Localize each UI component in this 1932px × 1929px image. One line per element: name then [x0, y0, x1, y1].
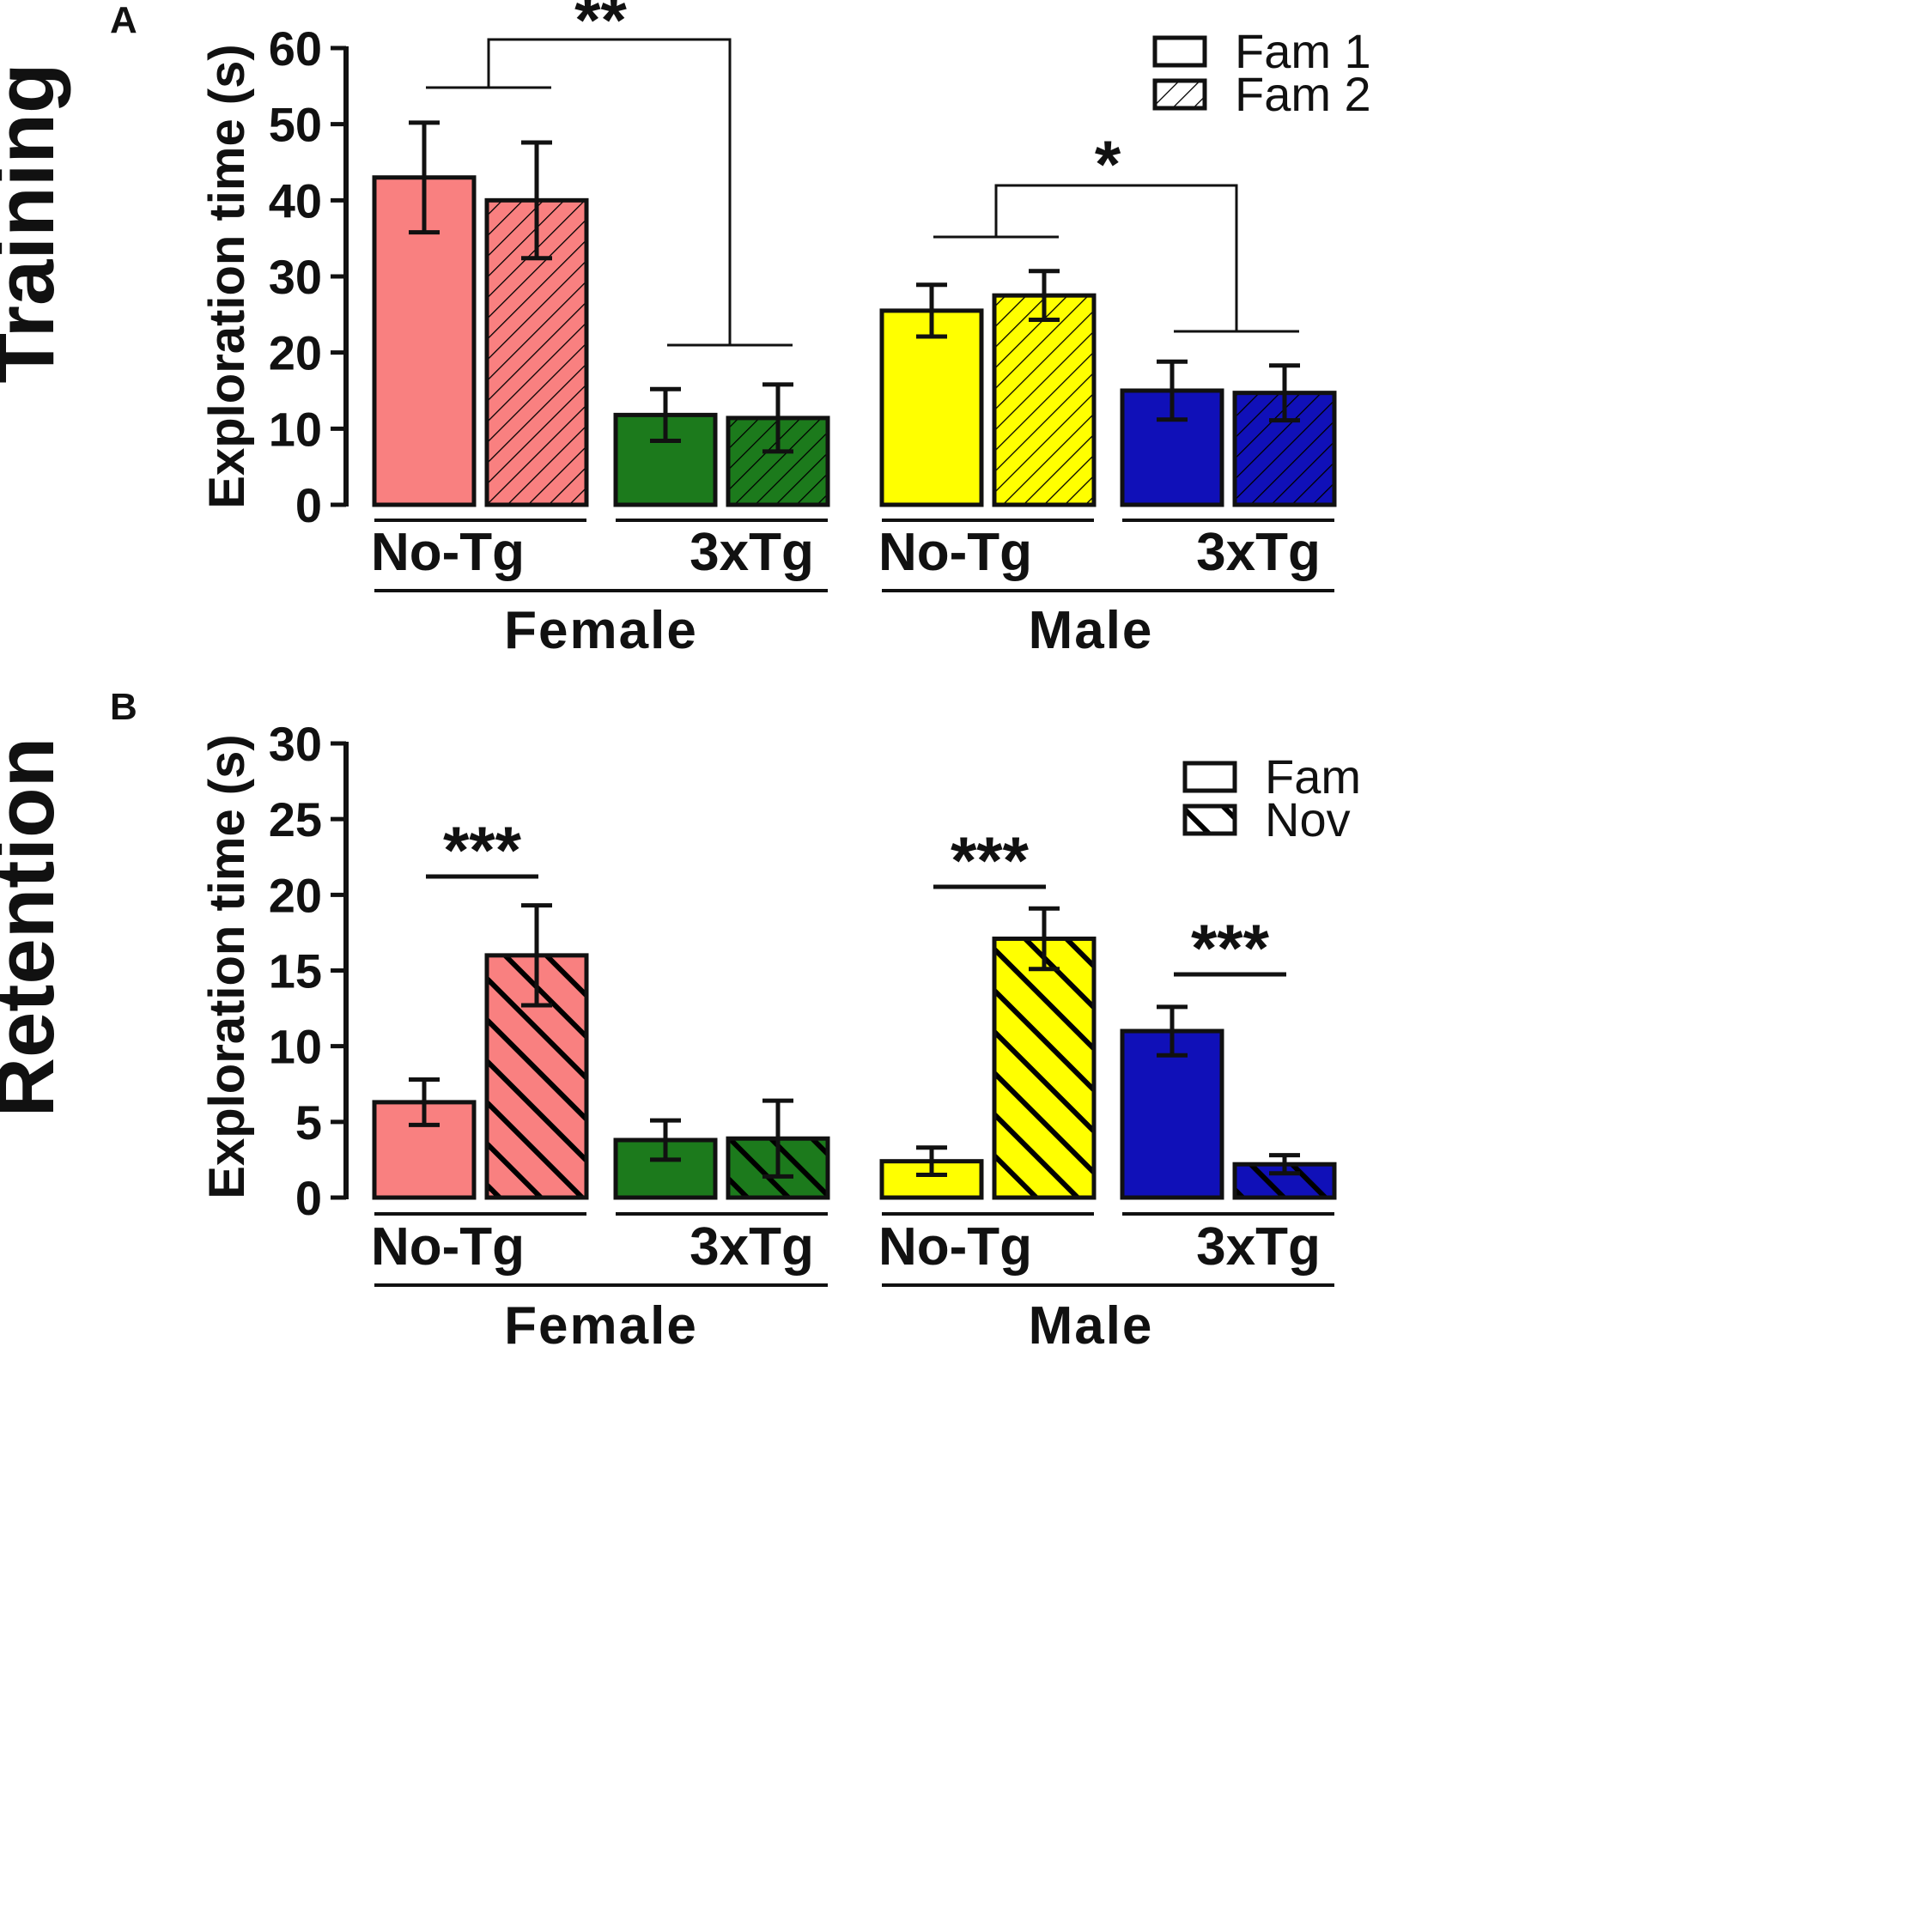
significance-marker: ***	[1191, 910, 1270, 986]
legend-label: Fam 2	[1235, 67, 1371, 121]
y-tick-label: 0	[295, 1171, 322, 1225]
y-axis-label: Exploration time (s)	[199, 44, 255, 508]
panel-letter: A	[110, 0, 137, 41]
y-tick-label: 60	[269, 21, 322, 76]
significance-marker: ***	[443, 812, 522, 888]
genotype-label: No-Tg	[878, 1217, 1032, 1277]
genotype-label: No-Tg	[371, 1217, 525, 1277]
sex-label: Female	[504, 1296, 698, 1356]
y-tick-label: 15	[269, 944, 322, 998]
bar-fill	[882, 311, 981, 505]
y-tick-label: 10	[269, 1020, 322, 1074]
bar-hatch	[994, 295, 1094, 505]
genotype-label: 3xTg	[690, 523, 814, 582]
y-tick-label: 20	[269, 326, 322, 380]
genotype-label: 3xTg	[1196, 523, 1321, 582]
legend-swatch-fill	[1155, 38, 1205, 65]
legend-label: Nov	[1265, 792, 1351, 846]
y-tick-label: 25	[269, 792, 322, 846]
genotype-label: No-Tg	[878, 523, 1032, 582]
panel-b-retention: B Retention Exploration time (s) 0 5 10 15 20 25…	[0, 686, 1361, 1356]
sex-label: Male	[1029, 601, 1154, 660]
sex-label: Female	[504, 601, 698, 660]
significance-marker: **	[574, 0, 627, 58]
y-axis-label: Exploration time (s)	[199, 734, 255, 1198]
row-label: Retention	[0, 737, 71, 1118]
y-tick-label: 30	[269, 250, 322, 304]
figure: ATraining Exploration time (s) 01020304050…	[0, 0, 1932, 1929]
y-tick-label: 30	[269, 717, 322, 771]
bar-hatch	[994, 938, 1094, 1198]
genotype-label: 3xTg	[1196, 1217, 1321, 1277]
genotype-label: No-Tg	[371, 523, 525, 582]
genotype-label: 3xTg	[690, 1217, 814, 1277]
y-tick-label: 20	[269, 868, 322, 922]
significance-marker: ***	[951, 822, 1030, 898]
y-tick-label: 10	[269, 402, 322, 456]
panel-letter: B	[110, 686, 137, 728]
sex-label: Male	[1029, 1296, 1154, 1356]
y-tick-label: 5	[295, 1095, 322, 1150]
y-tick-label: 40	[269, 173, 322, 227]
row-label: Training	[0, 63, 71, 383]
legend-swatch-fill	[1185, 763, 1235, 791]
panel-a-training: A Training Exploration time (s) 0 10 20 30 40 50…	[0, 0, 1371, 660]
legend-swatch-fill	[1185, 806, 1235, 834]
y-tick-label: 0	[295, 478, 322, 532]
significance-marker: *	[1095, 126, 1121, 202]
y-tick-label: 50	[269, 98, 322, 152]
legend-swatch-fill	[1155, 81, 1205, 108]
